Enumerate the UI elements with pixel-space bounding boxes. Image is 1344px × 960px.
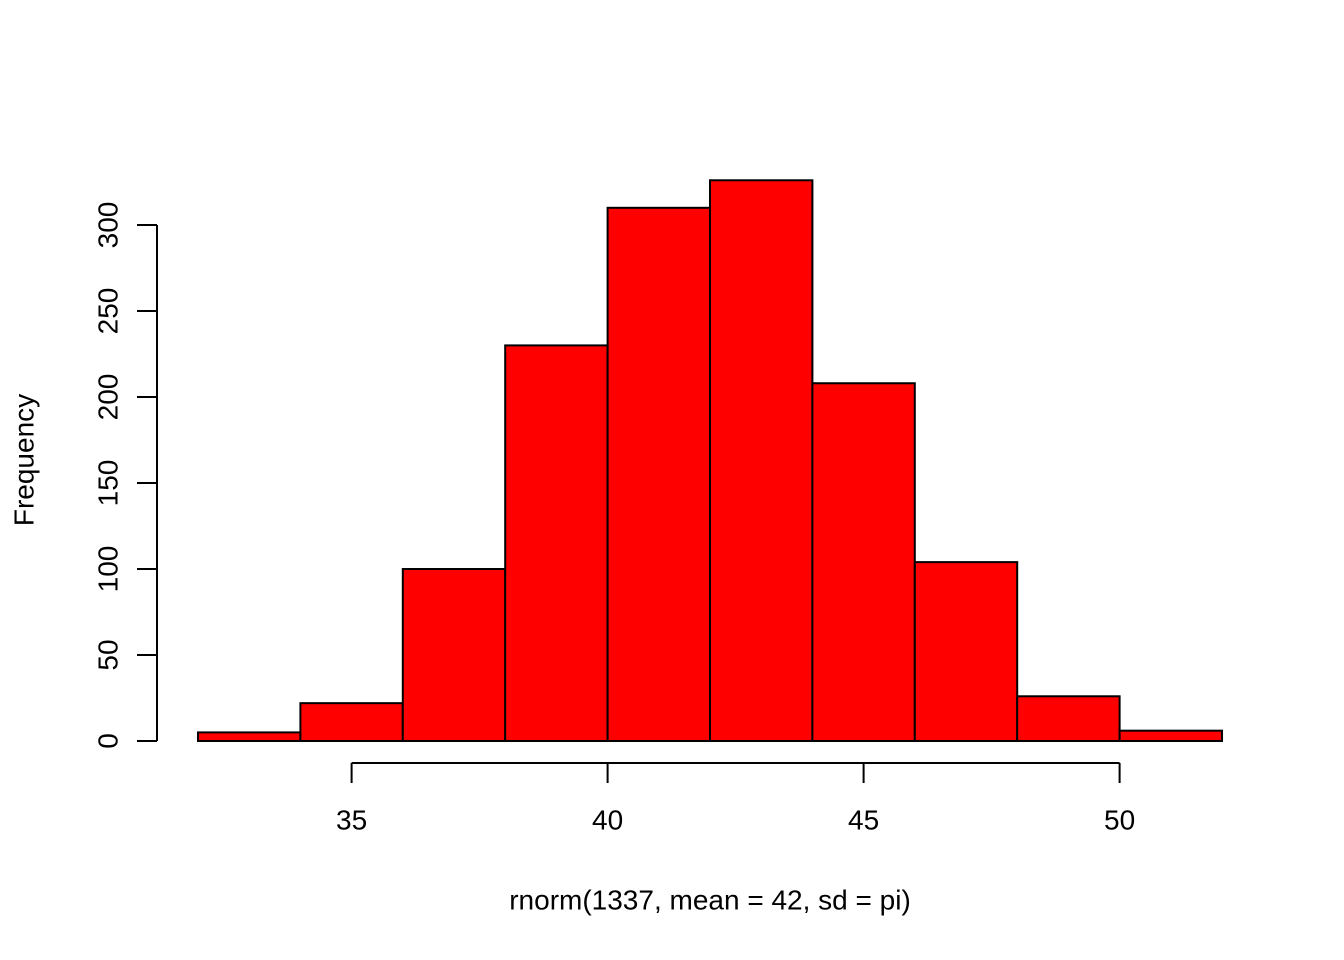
histogram-bar	[1118, 729, 1223, 742]
histogram-bar	[401, 568, 507, 742]
x-tick-label: 35	[336, 804, 367, 835]
x-tick-label: 45	[848, 804, 879, 835]
y-tick-label: 150	[92, 460, 123, 507]
histogram-bar	[1016, 695, 1121, 743]
histogram-bar	[709, 179, 814, 742]
y-axis: 0 50 100 150 200 250 300	[92, 202, 158, 749]
histogram-bar	[197, 731, 302, 743]
x-axis-label: rnorm(1337, mean = 42, sd = pi)	[509, 884, 911, 915]
histogram-bar	[504, 344, 609, 742]
x-axis: 35 40 45 50	[336, 762, 1135, 835]
y-tick-label: 50	[92, 639, 123, 670]
histogram-bar	[811, 382, 916, 742]
histogram-bar	[299, 702, 404, 742]
histogram-bar	[606, 206, 711, 743]
y-tick-label: 200	[92, 374, 123, 421]
y-tick-label: 0	[92, 733, 123, 749]
y-tick-label: 300	[92, 202, 123, 249]
y-axis-label: Frequency	[8, 394, 39, 526]
y-tick-label: 100	[92, 546, 123, 593]
histogram-bars	[197, 179, 1223, 743]
x-tick-label: 50	[1104, 804, 1135, 835]
histogram-bar	[913, 561, 1019, 742]
x-tick-label: 40	[592, 804, 623, 835]
y-tick-label: 250	[92, 288, 123, 335]
